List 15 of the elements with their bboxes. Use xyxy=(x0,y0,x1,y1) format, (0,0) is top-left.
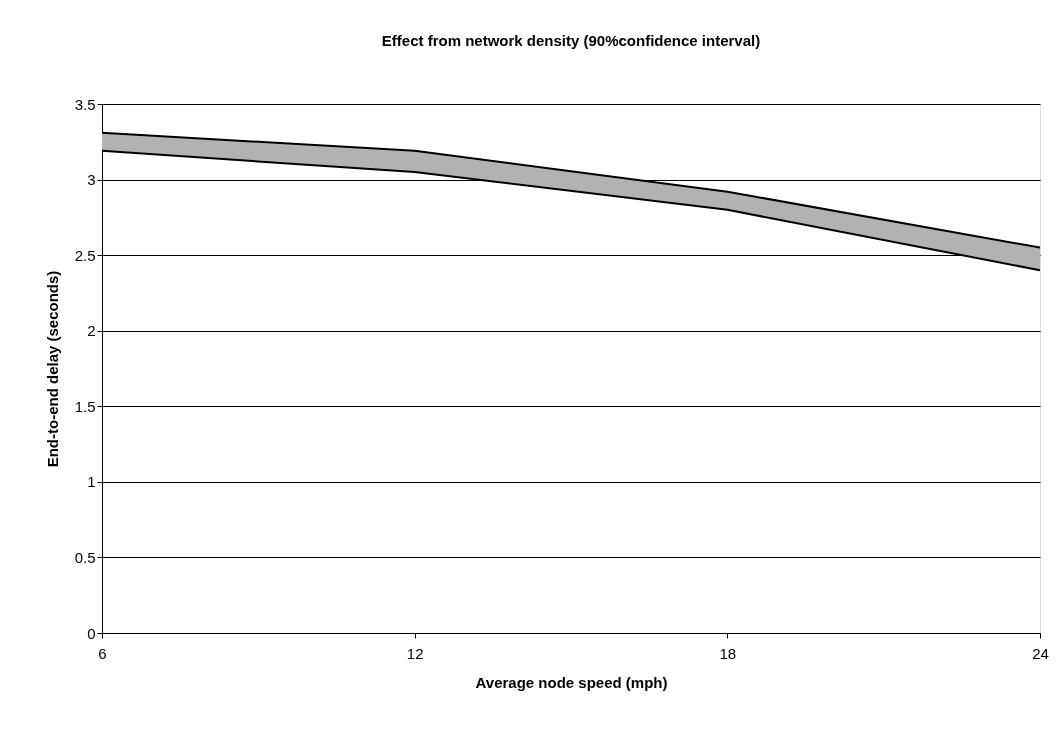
x-tick-label: 6 xyxy=(98,644,107,662)
y-axis-title: End-to-end delay (seconds) xyxy=(43,270,61,468)
x-tick-label: 24 xyxy=(1032,644,1049,662)
y-tick-label: 1 xyxy=(87,473,96,491)
x-axis-title: Average node speed (mph) xyxy=(475,673,668,691)
y-tick-label: 0.5 xyxy=(74,548,96,566)
y-tick-label: 2 xyxy=(87,322,96,340)
y-tick-label: 3.5 xyxy=(74,95,96,113)
x-tick-label: 18 xyxy=(719,644,737,662)
y-tick-label: 0 xyxy=(87,624,96,642)
y-tick-label: 2.5 xyxy=(74,246,96,264)
y-tick-label: 1.5 xyxy=(74,397,96,415)
chart-title: Effect from network density (90%confidence interval) xyxy=(381,32,761,49)
y-tick-label: 3 xyxy=(87,171,96,189)
x-tick-label: 12 xyxy=(406,644,424,662)
